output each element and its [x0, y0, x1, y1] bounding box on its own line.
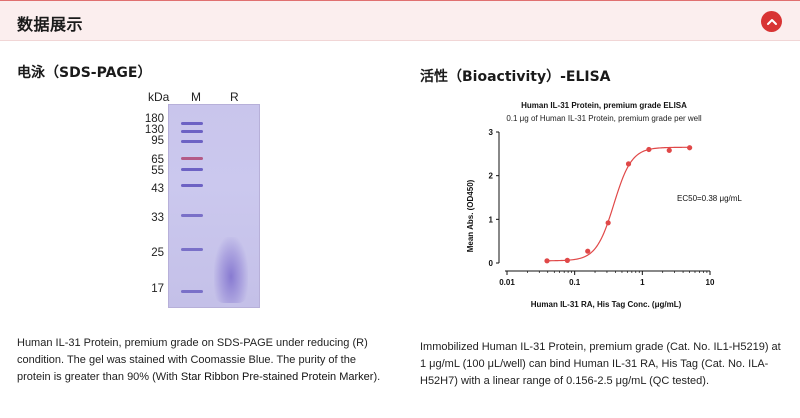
marker-band — [181, 184, 203, 187]
marker-label: 65 — [151, 154, 164, 166]
sample-band — [214, 237, 248, 303]
x-tick-label: 0.1 — [569, 278, 581, 287]
section-header-title: 数据展示 — [17, 15, 84, 34]
chart-subtitle: 0.1 μg of Human IL-31 Protein, premium g… — [506, 114, 702, 123]
elisa-title: 活性（Bioactivity）-ELISA — [420, 69, 611, 85]
chart-y-axis-label: Mean Abs. (OD450) — [466, 179, 475, 252]
elisa-caption: Immobilized Human IL-31 Protein, premium… — [420, 341, 781, 387]
gel-lane-m-label: M — [191, 90, 201, 104]
marker-band — [181, 130, 203, 133]
x-tick-label: 10 — [706, 278, 715, 287]
marker-band — [181, 290, 203, 293]
data-point — [646, 146, 652, 153]
data-point — [585, 248, 591, 254]
sds-page-gel-figure: kDa M R 180 130 95 65 55 43 33 25 17 — [138, 86, 263, 311]
sds-page-caption-end: ). — [373, 371, 381, 383]
y-tick-label: 2 — [489, 172, 494, 181]
marker-band — [181, 122, 203, 125]
elisa-chart: Human IL-31 Protein, premium grade ELISA… — [466, 101, 742, 309]
chart-x-axis-label: Human IL-31 RA, His Tag Conc. (μg/mL) — [531, 300, 682, 309]
chart-title: Human IL-31 Protein, premium grade ELISA — [521, 101, 687, 110]
marker-band — [181, 168, 203, 171]
marker-label: 95 — [151, 135, 164, 147]
marker-label: 33 — [151, 212, 164, 224]
y-tick-label: 3 — [489, 128, 494, 137]
marker-band — [181, 248, 203, 251]
y-tick-label: 1 — [489, 215, 494, 224]
marker-band — [181, 157, 203, 160]
marker-band — [181, 214, 203, 217]
data-point — [666, 147, 672, 153]
chart-fit-curve — [547, 146, 690, 262]
chevron-up-icon — [766, 18, 777, 25]
gel-kda-label: kDa — [148, 90, 170, 104]
marker-label: 130 — [144, 124, 164, 136]
sds-page-caption-text: Human IL-31 Protein, premium grade on SD… — [17, 337, 368, 383]
marker-label: 180 — [144, 113, 164, 125]
collapse-button[interactable] — [761, 11, 782, 32]
x-tick-label: 0.01 — [499, 278, 515, 287]
chart-ec50-annotation: EC50=0.38 μg/mL — [677, 194, 742, 203]
sds-page-caption: Human IL-31 Protein, premium grade on SD… — [17, 335, 387, 386]
data-point — [605, 220, 611, 226]
data-point — [625, 161, 632, 167]
chart-data-points — [544, 145, 693, 264]
gel-image — [168, 104, 260, 308]
marker-label: 17 — [151, 283, 164, 295]
data-point — [564, 257, 570, 263]
data-point — [544, 258, 550, 264]
marker-label: 55 — [151, 165, 164, 177]
marker-label: 43 — [151, 183, 164, 195]
gel-lane-r-label: R — [230, 90, 239, 104]
chart-axes: 0 1 2 3 0.01 0.1 1 10 — [489, 128, 715, 287]
section-header: 数据展示 — [0, 0, 800, 41]
marker-label: 25 — [151, 247, 164, 259]
marker-band — [181, 140, 203, 143]
data-point — [687, 145, 693, 151]
marker-product-link[interactable]: Star Ribbon Pre-stained Protein Marker — [180, 371, 374, 383]
sds-page-title: 电泳（SDS-PAGE） — [17, 65, 152, 81]
x-tick-label: 1 — [640, 278, 645, 287]
y-tick-label: 0 — [489, 259, 494, 268]
